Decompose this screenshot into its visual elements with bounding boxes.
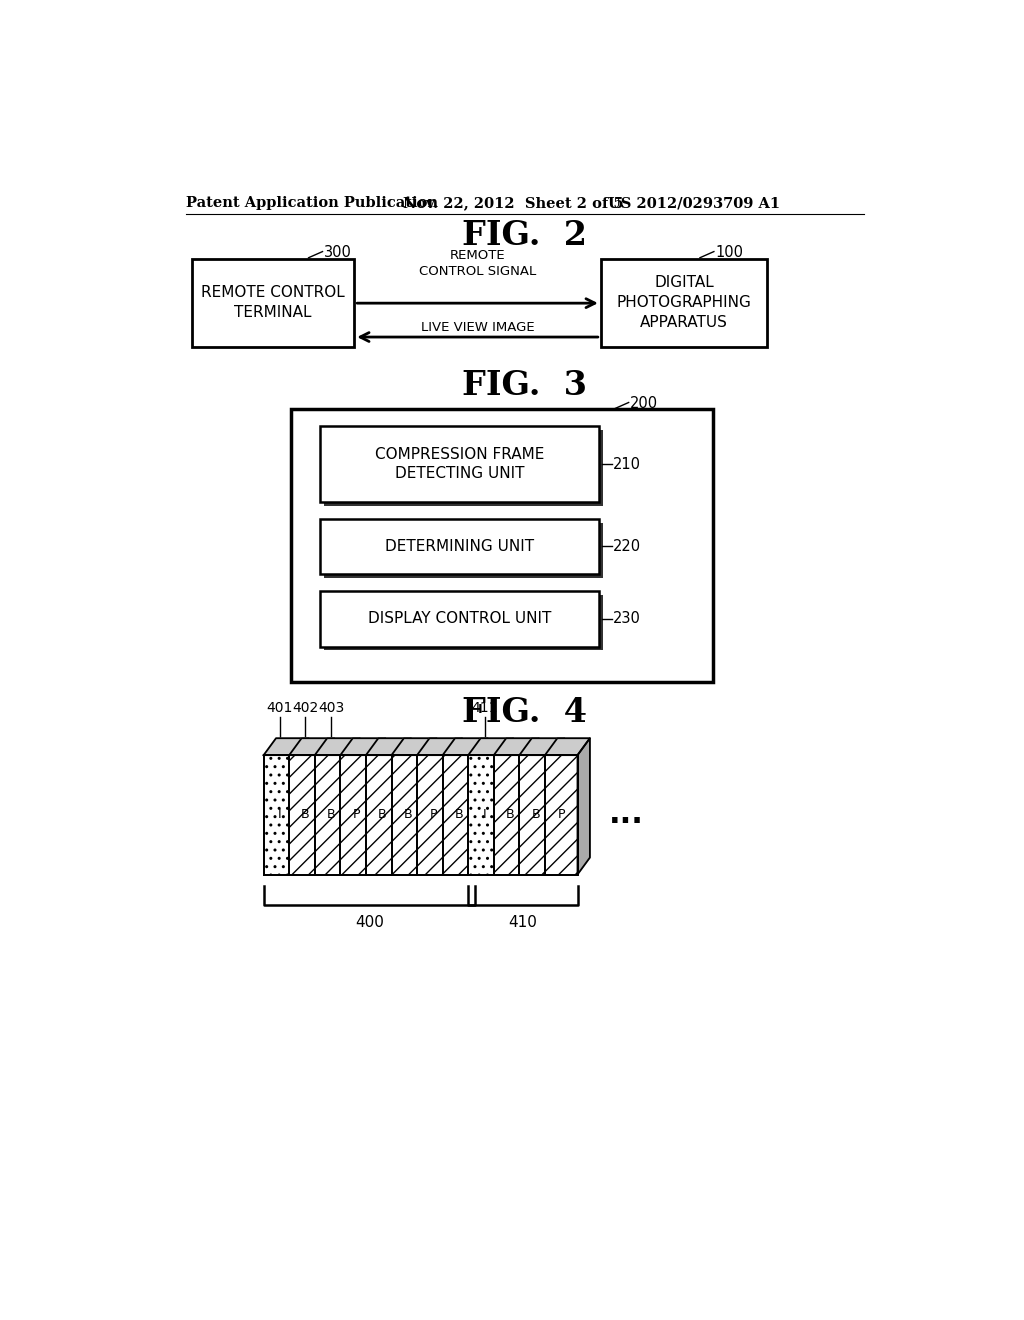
Text: Nov. 22, 2012  Sheet 2 of 5: Nov. 22, 2012 Sheet 2 of 5 bbox=[403, 197, 624, 210]
Polygon shape bbox=[391, 738, 436, 755]
Text: DISPLAY CONTROL UNIT: DISPLAY CONTROL UNIT bbox=[368, 611, 551, 627]
Polygon shape bbox=[417, 738, 462, 755]
Polygon shape bbox=[296, 738, 308, 875]
Polygon shape bbox=[442, 738, 487, 755]
Polygon shape bbox=[340, 755, 373, 875]
Polygon shape bbox=[450, 738, 462, 875]
Text: I: I bbox=[279, 808, 282, 821]
Polygon shape bbox=[468, 738, 513, 755]
Bar bbox=[321, 426, 599, 502]
Text: 403: 403 bbox=[317, 701, 344, 715]
Text: B: B bbox=[403, 808, 412, 821]
Polygon shape bbox=[468, 755, 501, 875]
Polygon shape bbox=[475, 738, 487, 875]
Text: P: P bbox=[353, 808, 360, 821]
Bar bbox=[191, 259, 354, 347]
Polygon shape bbox=[494, 755, 526, 875]
Text: DETERMINING UNIT: DETERMINING UNIT bbox=[385, 539, 535, 554]
Polygon shape bbox=[263, 755, 296, 875]
Polygon shape bbox=[417, 755, 450, 875]
Text: Patent Application Publication: Patent Application Publication bbox=[186, 197, 438, 210]
Text: B: B bbox=[506, 808, 514, 821]
Text: ...: ... bbox=[609, 800, 644, 829]
Polygon shape bbox=[442, 755, 475, 875]
Polygon shape bbox=[391, 755, 424, 875]
Text: US 2012/0293709 A1: US 2012/0293709 A1 bbox=[608, 197, 780, 210]
Text: 210: 210 bbox=[612, 457, 640, 471]
Polygon shape bbox=[398, 738, 411, 875]
Text: I: I bbox=[482, 808, 486, 821]
Text: 411: 411 bbox=[471, 701, 498, 715]
Bar bbox=[601, 259, 767, 347]
Bar bbox=[321, 591, 599, 647]
Polygon shape bbox=[314, 755, 347, 875]
Bar bbox=[321, 519, 599, 574]
Text: P: P bbox=[557, 808, 565, 821]
Text: 402: 402 bbox=[292, 701, 318, 715]
Polygon shape bbox=[263, 738, 308, 755]
Text: COMPRESSION FRAME
DETECTING UNIT: COMPRESSION FRAME DETECTING UNIT bbox=[375, 446, 545, 482]
Text: FIG.  4: FIG. 4 bbox=[462, 697, 588, 729]
Polygon shape bbox=[578, 738, 590, 875]
Text: LIVE VIEW IMAGE: LIVE VIEW IMAGE bbox=[421, 321, 535, 334]
Polygon shape bbox=[552, 738, 564, 875]
Polygon shape bbox=[545, 755, 578, 875]
Polygon shape bbox=[424, 738, 436, 875]
Bar bbox=[291, 409, 713, 682]
Text: REMOTE CONTROL
TERMINAL: REMOTE CONTROL TERMINAL bbox=[201, 285, 345, 321]
Polygon shape bbox=[373, 738, 385, 875]
Text: DIGITAL
PHOTOGRAPHING
APPARATUS: DIGITAL PHOTOGRAPHING APPARATUS bbox=[616, 276, 752, 330]
Text: B: B bbox=[327, 808, 336, 821]
Text: 410: 410 bbox=[509, 915, 538, 931]
Polygon shape bbox=[545, 738, 590, 755]
Text: 230: 230 bbox=[612, 611, 640, 627]
Polygon shape bbox=[366, 755, 398, 875]
Bar bbox=[324, 430, 603, 506]
Text: 200: 200 bbox=[630, 396, 658, 411]
Polygon shape bbox=[526, 738, 539, 875]
Polygon shape bbox=[289, 738, 334, 755]
Polygon shape bbox=[347, 738, 359, 875]
Text: FIG.  3: FIG. 3 bbox=[462, 370, 588, 403]
Text: B: B bbox=[301, 808, 310, 821]
Text: B: B bbox=[378, 808, 386, 821]
Text: P: P bbox=[430, 808, 437, 821]
Text: B: B bbox=[455, 808, 463, 821]
Polygon shape bbox=[519, 738, 564, 755]
Polygon shape bbox=[340, 738, 385, 755]
Bar bbox=[324, 595, 603, 651]
Polygon shape bbox=[501, 738, 513, 875]
Polygon shape bbox=[519, 755, 552, 875]
Text: 401: 401 bbox=[266, 701, 293, 715]
Polygon shape bbox=[366, 738, 411, 755]
Text: 100: 100 bbox=[716, 244, 743, 260]
Polygon shape bbox=[322, 738, 334, 875]
Bar bbox=[324, 523, 603, 578]
Polygon shape bbox=[314, 738, 359, 755]
Text: B: B bbox=[531, 808, 540, 821]
Polygon shape bbox=[494, 738, 539, 755]
Polygon shape bbox=[289, 755, 322, 875]
Text: 300: 300 bbox=[324, 244, 352, 260]
Text: REMOTE
CONTROL SIGNAL: REMOTE CONTROL SIGNAL bbox=[419, 248, 537, 277]
Text: 400: 400 bbox=[355, 915, 384, 931]
Text: 220: 220 bbox=[612, 539, 640, 554]
Text: FIG.  2: FIG. 2 bbox=[462, 219, 588, 252]
